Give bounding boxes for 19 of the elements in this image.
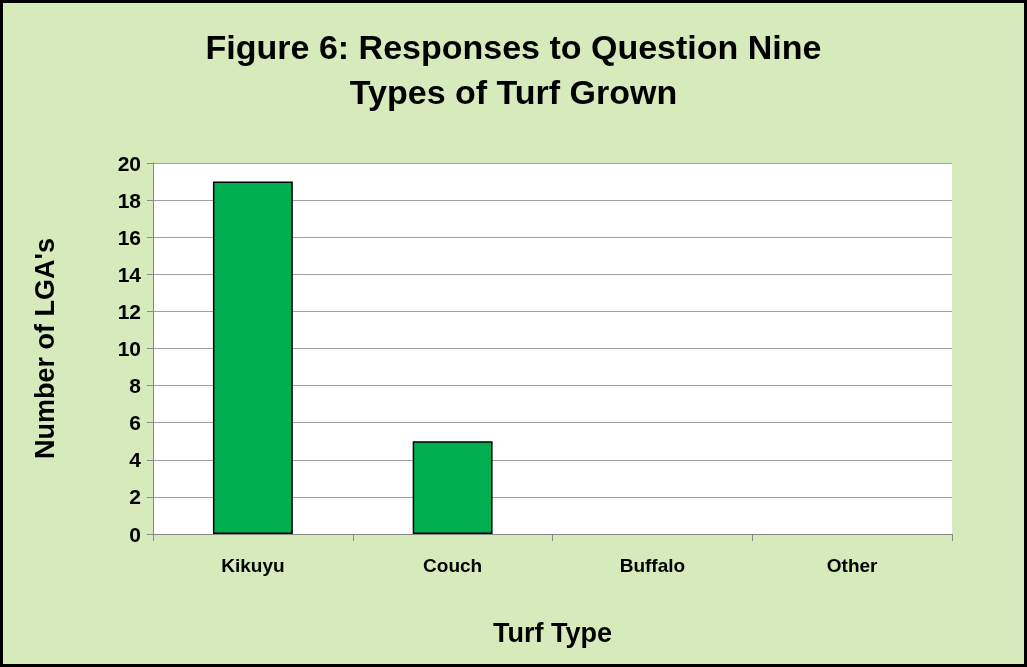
y-tick-label: 2 [129, 485, 141, 509]
chart-title: Figure 6: Responses to Question Nine [205, 28, 822, 66]
y-tick-label: 14 [117, 262, 142, 286]
y-tick-label: 10 [117, 337, 141, 360]
y-axis-title: Number of LGA's [29, 238, 60, 459]
y-tick-label: 0 [129, 522, 141, 546]
x-axis-title: Turf Type [493, 617, 612, 648]
y-tick-label: 20 [117, 151, 141, 175]
x-tick-label: Other [826, 555, 879, 576]
x-tick-label: Kikuyu [221, 555, 285, 576]
y-tick-label: 6 [129, 411, 141, 435]
x-tick-label: Couch [423, 555, 483, 576]
y-tick-label: 8 [129, 374, 142, 398]
chart-subtitle: Types of Turf Grown [349, 73, 678, 111]
y-tick-label: 18 [117, 188, 142, 212]
y-tick-label: 12 [117, 299, 141, 323]
y-tick-label: 4 [129, 448, 142, 472]
y-tick-label: 16 [117, 225, 141, 249]
x-tick-label: Buffalo [619, 555, 686, 576]
